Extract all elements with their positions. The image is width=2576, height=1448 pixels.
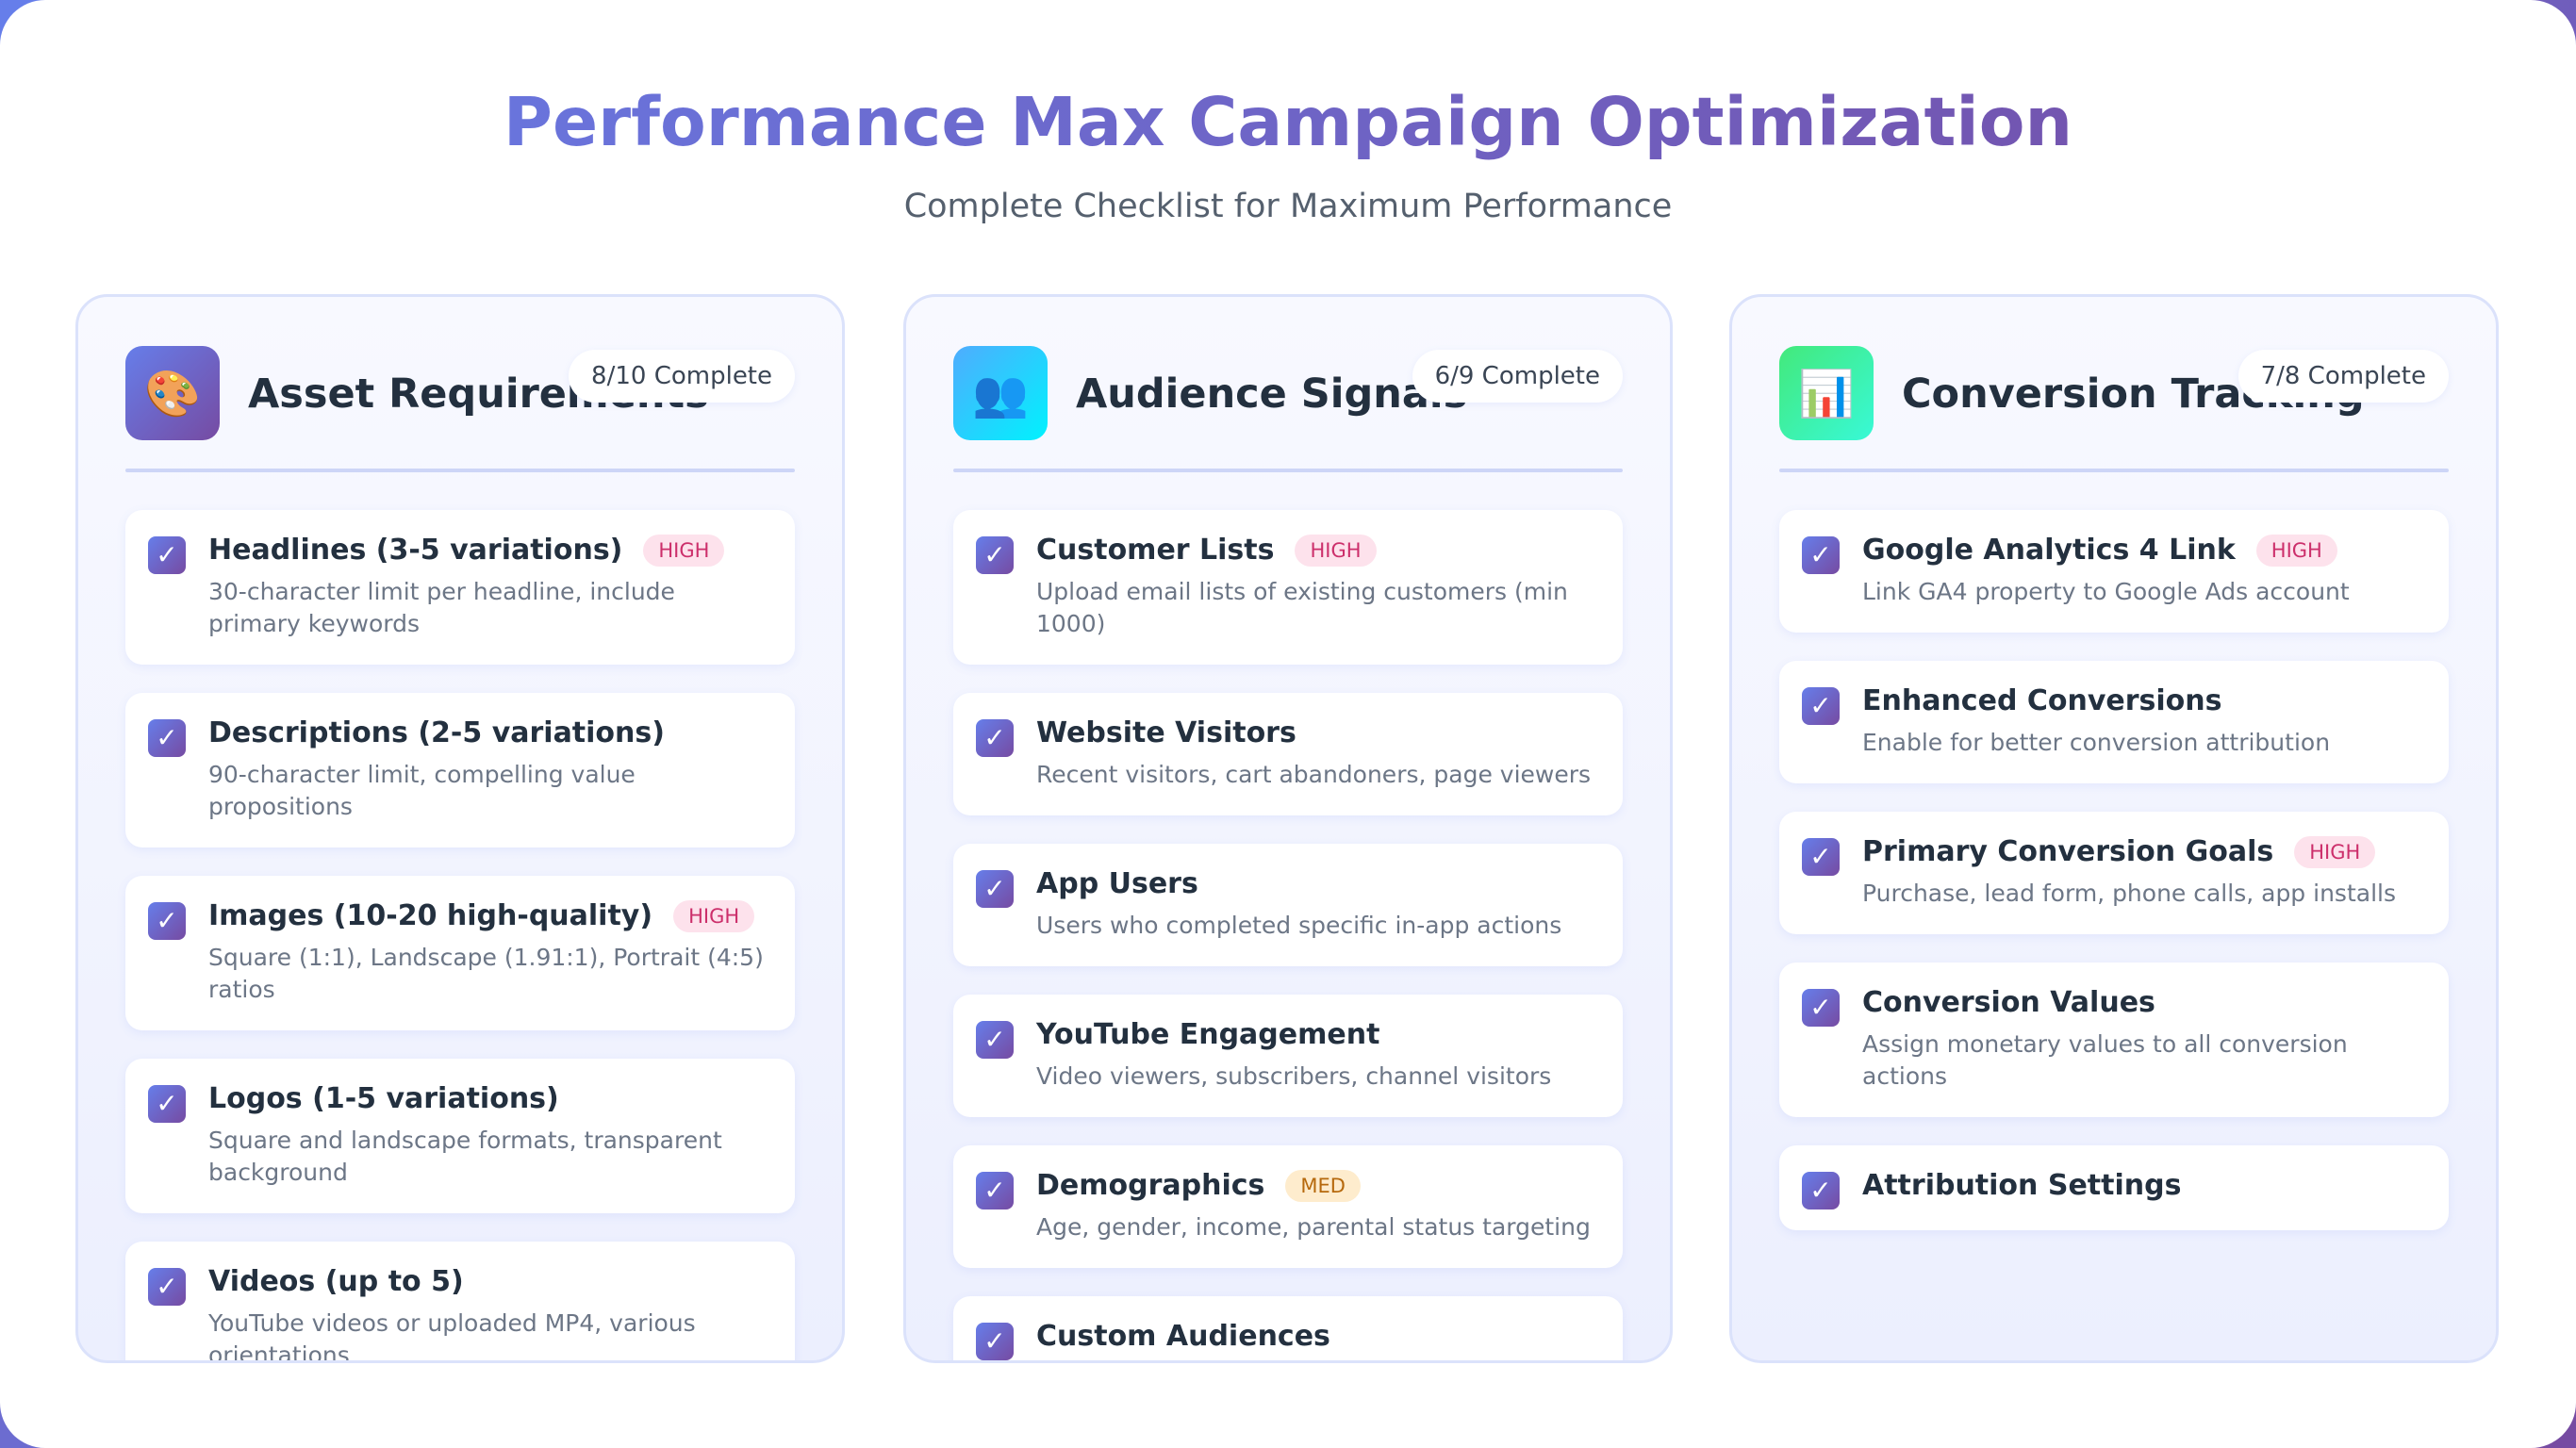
item-description: Square and landscape formats, transparen… [208,1127,722,1186]
panel-divider [125,469,795,472]
progress-badge: 8/10 Complete [569,350,795,403]
item-title: Google Analytics 4 Link [1862,534,2236,567]
priority-badge: HIGH [673,900,755,932]
checklist-item[interactable]: ✓ Primary Conversion Goals HIGH Purchase, l… [1779,812,2449,934]
checkbox[interactable]: ✓ [1802,536,1840,574]
item-description: Assign monetary values to all conversion… [1862,1030,2348,1090]
checkbox[interactable]: ✓ [148,902,186,940]
item-title: Customer Lists [1036,534,1275,567]
item-title: Enhanced Conversions [1862,684,2222,717]
panel-title: Audience Signals [1076,370,1468,418]
item-title: YouTube Engagement [1036,1018,1380,1051]
checklist-item[interactable]: ✓ Headlines (3-5 variations) HIGH 30-charac… [125,510,795,665]
checklist: ✓ Headlines (3-5 variations) HIGH 30-charac… [125,510,795,1363]
checklist: ✓ Google Analytics 4 Link HIGH Link GA4 pro… [1779,510,2449,1259]
checkbox[interactable]: ✓ [148,1268,186,1306]
item-description: YouTube videos or uploaded MP4, various … [208,1309,696,1363]
checkbox[interactable]: ✓ [976,1172,1014,1209]
checklist-item[interactable]: ✓ Enhanced Conversions Enable for better c… [1779,661,2449,783]
panel-header: 📊 Conversion Tracking 7/8 Complete [1779,346,2449,459]
item-title: Images (10-20 high-quality) [208,899,653,932]
item-title: App Users [1036,867,1198,900]
item-description: Enable for better conversion attribution [1862,729,2331,756]
checklist-item[interactable]: ✓ Customer Lists HIGH Upload email lists of… [953,510,1623,665]
people-icon: 👥 [953,346,1048,440]
progress-badge: 6/9 Complete [1412,350,1623,403]
checklist-item[interactable]: ✓ Attribution Settings [1779,1145,2449,1230]
progress-badge: 7/8 Complete [2237,350,2449,403]
item-description: Users who completed specific in-app acti… [1036,912,1562,939]
checkbox[interactable]: ✓ [148,1085,186,1123]
page-subtitle: Complete Checklist for Maximum Performan… [903,188,1673,225]
checkbox[interactable]: ✓ [976,1021,1014,1059]
item-description: 30-character limit per headline, include… [208,578,675,637]
checkbox[interactable]: ✓ [976,870,1014,908]
checkbox[interactable]: ✓ [1802,838,1840,876]
panel-divider [1779,469,2449,472]
panel-header: 👥 Audience Signals 6/9 Complete [953,346,1623,459]
panel-audience-signals: 👥 Audience Signals 6/9 Complete ✓ Customer L… [903,294,1673,1363]
priority-badge: HIGH [2255,535,2337,567]
item-description: Upload email lists of existing customers… [1036,578,1568,637]
checklist-item[interactable]: ✓ Images (10-20 high-quality) HIGH Square (… [125,876,795,1030]
item-description: Lookalike audiences based on best custom… [1036,1362,1596,1363]
checkbox[interactable]: ✓ [1802,687,1840,725]
checkbox[interactable]: ✓ [1802,1172,1840,1209]
checklist-item[interactable]: ✓ Conversion Values Assign monetary values… [1779,963,2449,1117]
item-title: Headlines (3-5 variations) [208,534,623,567]
item-title: Custom Audiences [1036,1320,1330,1353]
item-title: Conversion Values [1862,986,2155,1019]
item-description: Link GA4 property to Google Ads account [1862,578,2350,605]
item-title: Descriptions (2-5 variations) [208,716,665,749]
item-title: Attribution Settings [1862,1169,2182,1202]
item-title: Primary Conversion Goals [1862,835,2274,868]
checkbox[interactable]: ✓ [976,719,1014,757]
page-title: Performance Max Campaign Optimization [0,77,2576,168]
item-description: Recent visitors, cart abandoners, page v… [1036,761,1592,788]
item-title: Videos (up to 5) [208,1265,464,1298]
checklist: ✓ Customer Lists HIGH Upload email lists of… [953,510,1623,1363]
priority-badge: HIGH [643,535,725,567]
checklist-item[interactable]: ✓ Demographics MED Age, gender, income, par… [953,1145,1623,1268]
item-description: Age, gender, income, parental status tar… [1036,1213,1591,1241]
checklist-item[interactable]: ✓ Google Analytics 4 Link HIGH Link GA4 pro… [1779,510,2449,633]
item-description: Video viewers, subscribers, channel visi… [1036,1062,1552,1090]
priority-badge: MED [1285,1170,1361,1202]
panel-asset-requirements: 🎨 Asset Requirements 8/10 Complete ✓ Headlin… [75,294,845,1363]
item-description: 90-character limit, compelling value pro… [208,761,636,820]
panel-conversion-tracking: 📊 Conversion Tracking 7/8 Complete ✓ Google … [1729,294,2499,1363]
checkbox[interactable]: ✓ [148,536,186,574]
item-title: Demographics [1036,1169,1265,1202]
checklist-item[interactable]: ✓ YouTube Engagement Video viewers, subscr… [953,995,1623,1117]
checkbox[interactable]: ✓ [1802,989,1840,1027]
palette-icon: 🎨 [125,346,220,440]
bar-chart-icon: 📊 [1779,346,1874,440]
panel-header: 🎨 Asset Requirements 8/10 Complete [125,346,795,459]
checklist-item[interactable]: ✓ Logos (1-5 variations) Square and landsc… [125,1059,795,1213]
checklist-item[interactable]: ✓ Website Visitors Recent visitors, cart a… [953,693,1623,815]
checklist-item[interactable]: ✓ Videos (up to 5) YouTube videos or uploa… [125,1242,795,1363]
checkbox[interactable]: ✓ [148,719,186,757]
panel-divider [953,469,1623,472]
item-description: Square (1:1), Landscape (1.91:1), Portra… [208,944,764,1003]
item-title: Website Visitors [1036,716,1296,749]
checkbox[interactable]: ✓ [976,536,1014,574]
checklist-item[interactable]: ✓ Descriptions (2-5 variations) 90-charact… [125,693,795,847]
item-title: Logos (1-5 variations) [208,1082,559,1115]
checklist-item[interactable]: ✓ Custom Audiences Lookalike audiences bas… [953,1296,1623,1363]
checkbox[interactable]: ✓ [976,1323,1014,1360]
priority-badge: HIGH [1295,535,1377,567]
checklist-item[interactable]: ✓ App Users Users who completed specific i… [953,844,1623,966]
item-description: Purchase, lead form, phone calls, app in… [1862,880,2396,907]
priority-badge: HIGH [2294,836,2376,868]
